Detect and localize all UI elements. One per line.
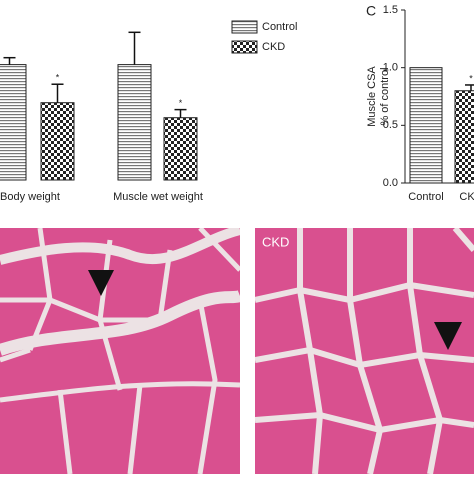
x-tick-label: Control: [408, 191, 443, 203]
y-tick-label: 0.0: [383, 177, 398, 189]
y-axis-label: % of control: [379, 67, 391, 125]
micrograph-control: [0, 228, 240, 474]
bar: [0, 64, 27, 181]
micrograph-ckd: CKD: [255, 228, 474, 474]
legend-label: Control: [262, 21, 297, 33]
significance: *: [469, 73, 473, 83]
legend-label: CKD: [262, 41, 285, 53]
x-tick-label: CKD: [459, 191, 474, 203]
bar: [163, 117, 198, 181]
bar: [117, 64, 152, 181]
legend-swatch: [231, 40, 258, 54]
x-tick-label: Muscle wet weight: [113, 191, 203, 203]
y-tick-label: 1.0: [383, 62, 398, 74]
legend-swatch: [231, 20, 258, 34]
micrograph-label: CKD: [262, 234, 289, 249]
significance: *: [179, 98, 183, 108]
significance: *: [56, 73, 60, 83]
panel-label: C: [366, 3, 376, 19]
y-tick-label: 0.5: [383, 119, 398, 131]
x-tick-label: Body weight: [0, 191, 60, 203]
y-axis-label: Muscle CSA: [366, 66, 378, 127]
bar: [40, 102, 75, 181]
y-tick-label: 1.5: [383, 4, 398, 16]
bar: [454, 90, 474, 184]
bar: [409, 67, 443, 184]
